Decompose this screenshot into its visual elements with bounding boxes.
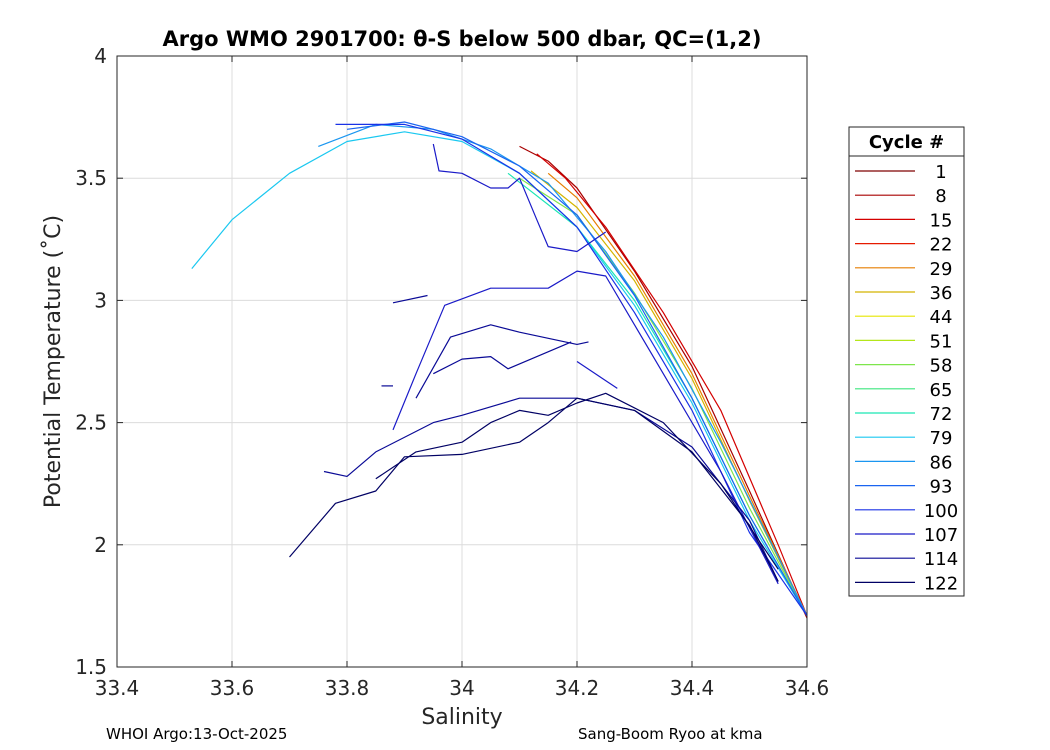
series-line: [191, 131, 808, 617]
y-tick-label: 2: [94, 533, 107, 557]
legend-entry-label: 107: [924, 525, 958, 546]
legend-entry-label: 93: [930, 477, 953, 498]
y-tick-label: 3: [94, 288, 107, 312]
legend-entry-label: 36: [930, 283, 953, 304]
axes-box: [116, 55, 808, 668]
legend-entry-label: 79: [930, 428, 953, 449]
x-tick-label: 33.4: [95, 676, 140, 700]
y-tick-label: 1.5: [75, 655, 107, 679]
legend-entry-label: 65: [930, 380, 953, 401]
y-axis-label: Potential Temperature (˚C): [41, 215, 66, 508]
series-line: [536, 153, 808, 616]
x-tick-label: 33.8: [325, 676, 370, 700]
legend-entry-label: 44: [930, 307, 953, 328]
plot-area: 33.4 33.6 33.8 34 34.2 34.4 34.6 1.5 2 2.5 3 3.5 4 Ar…: [41, 27, 829, 730]
legend-entry-label: 58: [930, 356, 953, 377]
legend-entry-label: 122: [924, 573, 958, 594]
series-line: [346, 121, 808, 616]
x-tick-label: 33.6: [210, 676, 255, 700]
series-line: [323, 397, 779, 582]
legend-entry-label: 72: [930, 404, 953, 425]
series-line: [335, 123, 808, 617]
chart-title: Argo WMO 2901700: θ-S below 500 dbar, QC…: [163, 27, 762, 51]
series-line: [433, 341, 572, 375]
legend-entry-label: 1: [935, 162, 946, 183]
legend-entry-label: 29: [930, 259, 953, 280]
legend-entry-label: 100: [924, 501, 958, 522]
y-tick-label: 3.5: [75, 166, 107, 190]
x-tick-label: 34: [449, 676, 474, 700]
legend-entry-label: 8: [935, 186, 946, 207]
legend-box: [848, 126, 965, 597]
legend: Cycle # 1 8 15 22 29 36 44 51 58 65 72 79 86 93 100 107 1…: [848, 126, 965, 597]
legend-entry-label: 22: [930, 235, 953, 256]
footer-source-date: WHOI Argo:13-Oct-2025: [106, 725, 288, 743]
series-line: [415, 324, 589, 399]
y-tick-label: 4: [94, 44, 107, 68]
x-tick-label: 34.2: [555, 676, 600, 700]
series-line: [318, 123, 808, 616]
legend-title: Cycle #: [869, 132, 944, 153]
series-line: [547, 172, 808, 616]
x-tick-label: 34.4: [670, 676, 715, 700]
series-line: [392, 270, 779, 585]
legend-entry-label: 15: [930, 210, 953, 231]
legend-entry-label: 114: [924, 549, 958, 570]
x-tick-label: 34.6: [785, 676, 830, 700]
y-tick-label: 2.5: [75, 411, 107, 435]
series-line: [576, 361, 618, 389]
series-line: [375, 392, 779, 570]
legend-entry-label: 86: [930, 452, 953, 473]
x-axis-label: Salinity: [421, 705, 502, 730]
series-line: [519, 177, 808, 616]
series-line: [519, 145, 808, 619]
footer-operator: Sang-Boom Ryoo at kma: [578, 725, 763, 743]
series-line: [432, 143, 607, 253]
legend-entry-label: 51: [930, 331, 953, 352]
series-line: [392, 294, 428, 304]
